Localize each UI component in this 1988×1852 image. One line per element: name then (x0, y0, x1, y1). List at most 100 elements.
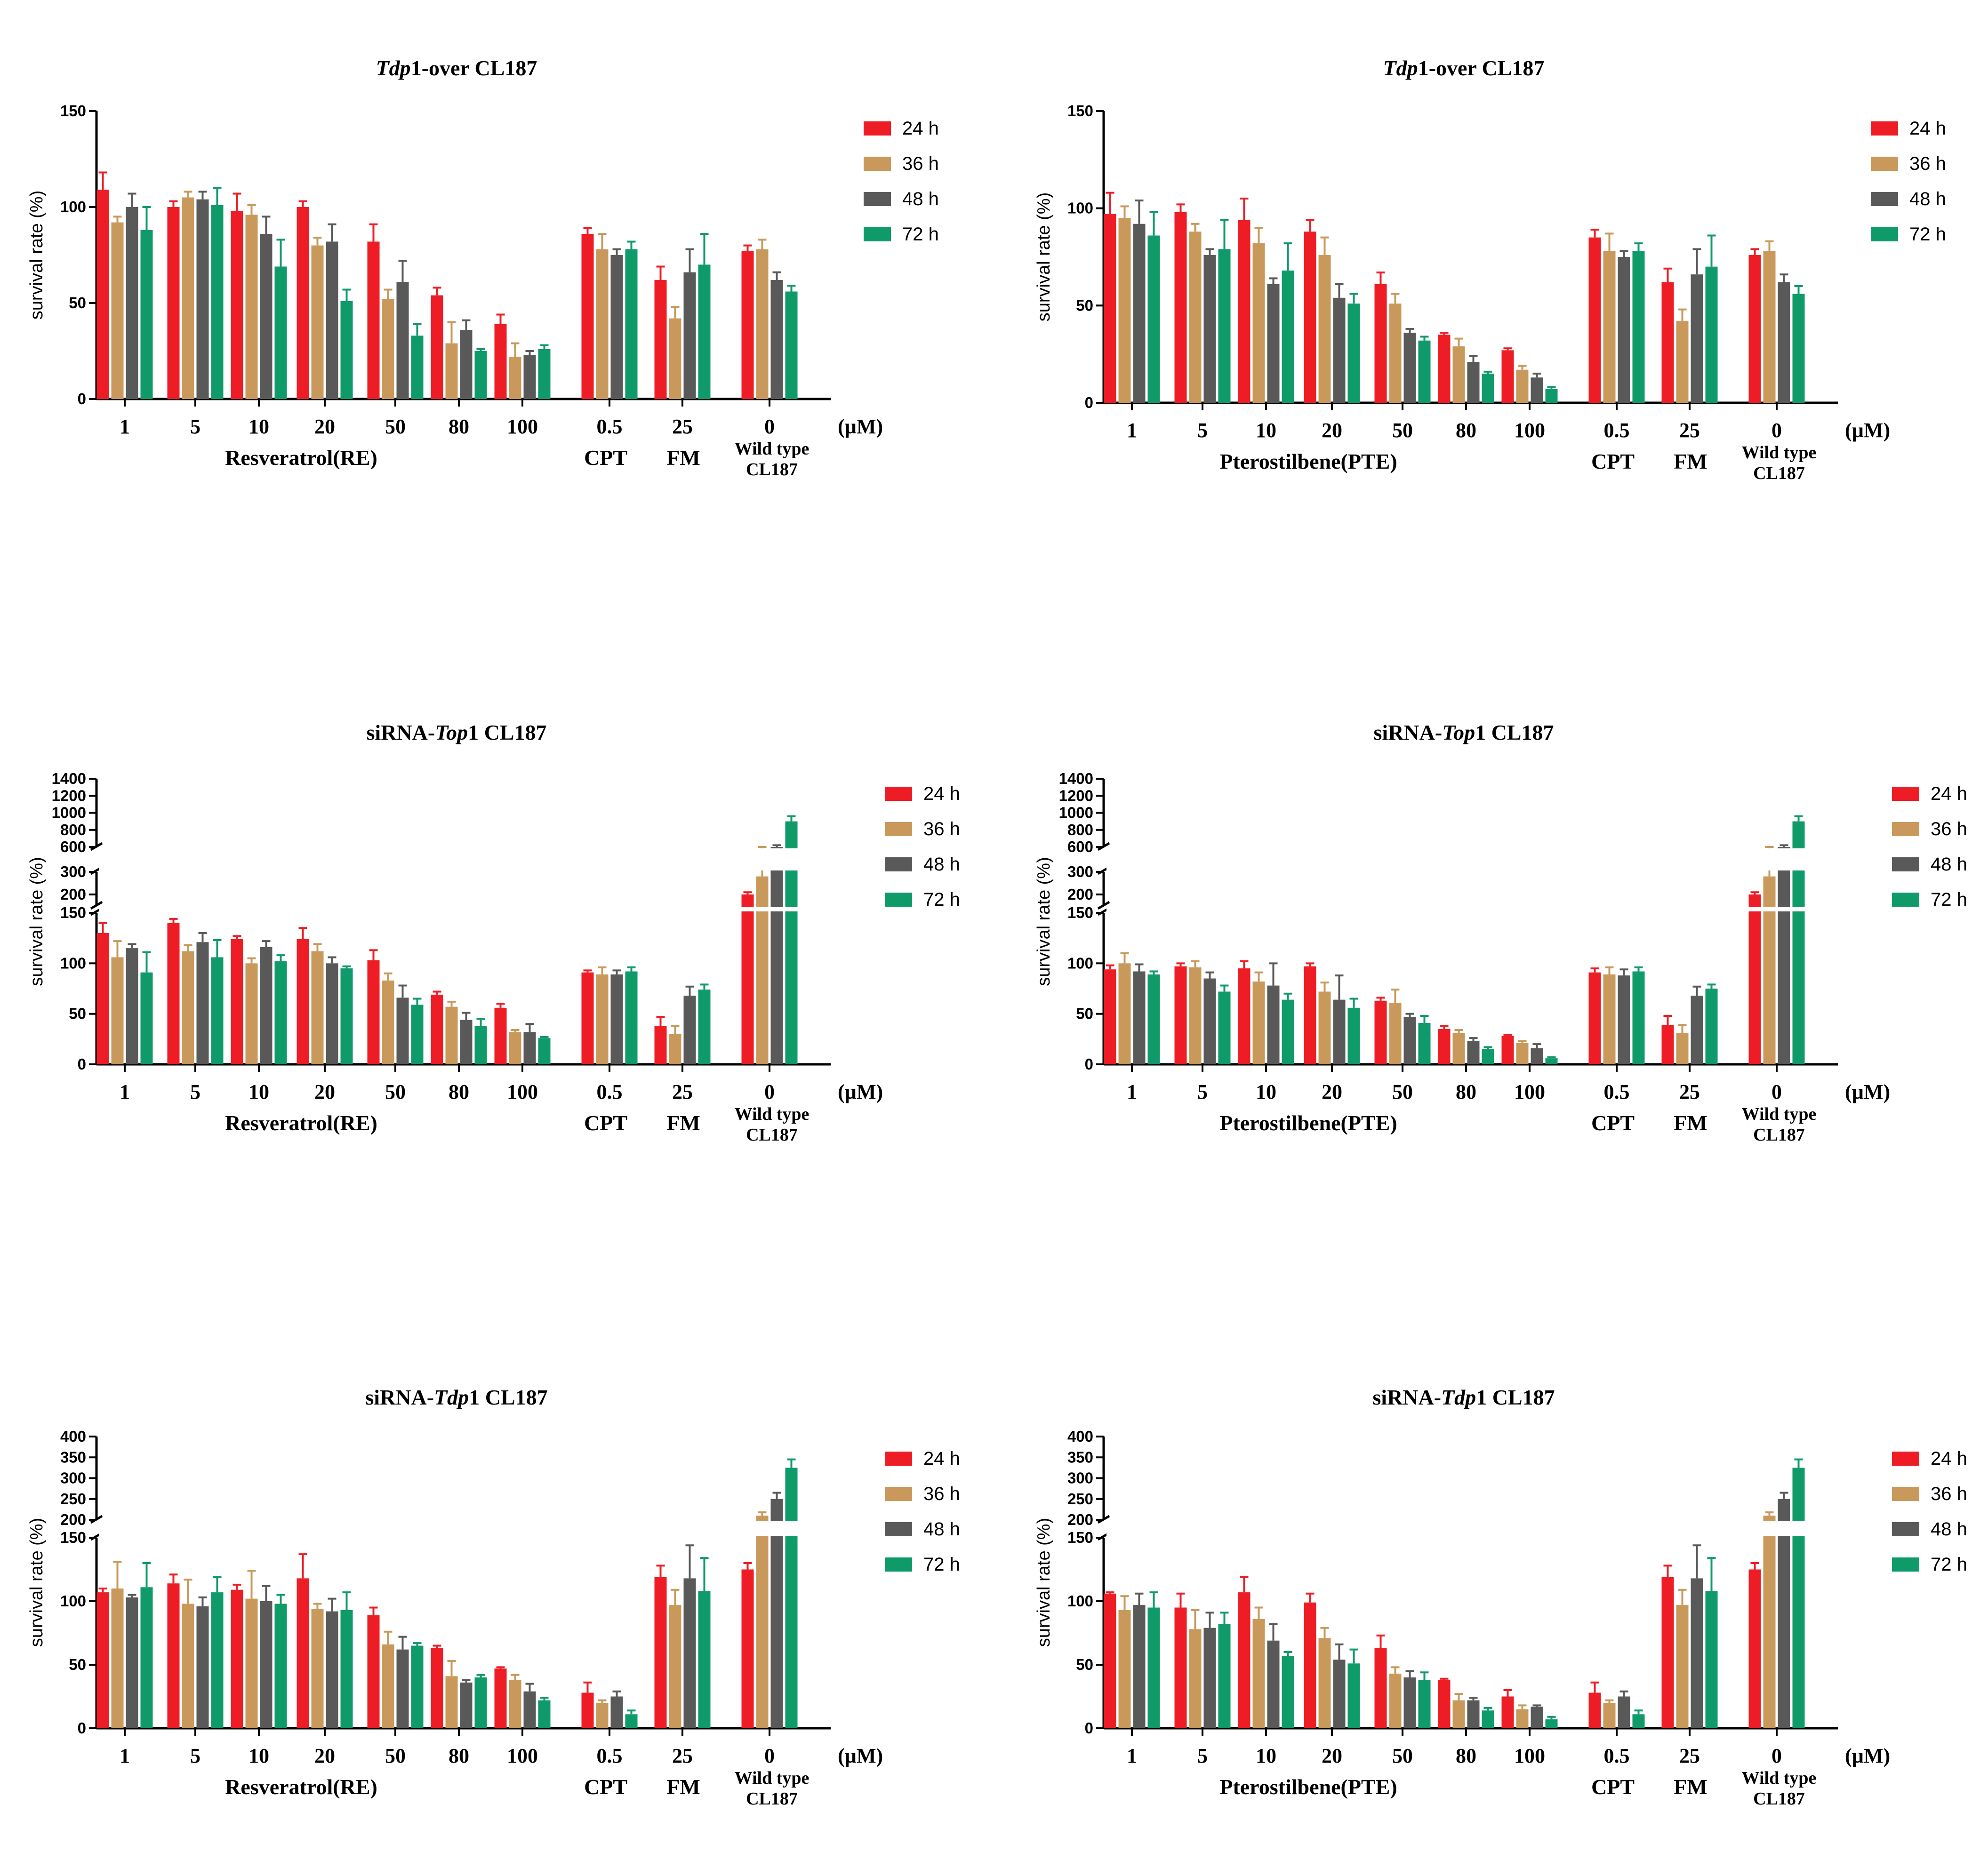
x-group-label: CL187 (1753, 1125, 1805, 1145)
x-tick-label: 10 (248, 1744, 269, 1767)
bar-48h-25 (1691, 1578, 1703, 1728)
x-tick-label: 1 (1127, 1080, 1137, 1103)
bar-24h-50 (1374, 1000, 1387, 1064)
x-tick-label: 25 (1679, 1744, 1700, 1767)
x-tick-label: 0 (1772, 1744, 1782, 1767)
bar-48h-1 (1133, 1605, 1146, 1728)
bar-24h-25 (1661, 1577, 1674, 1728)
legend-swatch (864, 227, 891, 241)
y-tick-label: 100 (60, 954, 86, 972)
bar-72h-5 (211, 205, 224, 399)
bar-36h-80 (445, 343, 458, 399)
legend-swatch (864, 121, 891, 136)
bar-72h-10 (274, 1604, 287, 1728)
bar-24h-0 (741, 1569, 754, 1728)
x-tick-label: 20 (1322, 1744, 1342, 1767)
bar-72h-1 (140, 972, 153, 1064)
bar-72h-80 (1482, 1049, 1494, 1064)
y-tick-label: 50 (69, 1005, 86, 1022)
bar-36h-20 (1318, 991, 1331, 1064)
legend-label: 72 h (923, 1554, 960, 1575)
bar-36h-0.5 (596, 1703, 609, 1728)
legend-swatch (1871, 227, 1898, 241)
bar-48h-10 (1267, 985, 1280, 1064)
x-group-label: Pterostilbene(PTE) (1219, 1111, 1397, 1135)
bar-24h-0.5 (581, 234, 594, 399)
bar-24h-50 (1374, 284, 1387, 403)
y-tick-label: 100 (1067, 200, 1093, 217)
bar-24h-0.5 (581, 1692, 594, 1728)
x-tick-label: 0.5 (1604, 419, 1630, 442)
y-tick-label: 300 (1067, 1469, 1093, 1487)
chart-title: Tdp1-over CL187 (376, 56, 537, 80)
bar-48h-25 (1691, 996, 1703, 1064)
bar-36h-50 (382, 1644, 394, 1728)
bar-72h-10 (274, 266, 287, 399)
bar-36h-50 (382, 299, 394, 399)
bar-72h-20 (1347, 303, 1360, 403)
x-tick-label: 80 (449, 1080, 469, 1103)
chart-title-rest: 1-over CL187 (411, 56, 537, 80)
legend-label: 72 h (1931, 1554, 1967, 1575)
bar-48h-100 (523, 355, 536, 399)
legend-label: 36 h (923, 819, 960, 839)
chart-title-prefix: siRNA- (367, 720, 435, 744)
bar-48h-0.5 (1618, 975, 1630, 1064)
bar-36h-10 (245, 215, 258, 399)
bar-48h-5 (196, 1606, 209, 1728)
bar-36h-20 (1318, 255, 1331, 403)
bar-36h-10 (245, 1598, 258, 1728)
x-tick-label: 80 (1456, 419, 1476, 442)
chart-title-prefix: siRNA- (1372, 1385, 1441, 1409)
x-group-label: CL187 (1753, 463, 1805, 483)
x-group-label: Wild type (735, 439, 810, 459)
y-tick-label: 150 (1067, 1529, 1093, 1546)
y-tick-label: 150 (1067, 102, 1093, 120)
legend-label: 36 h (1931, 1484, 1967, 1504)
bar-36h-100 (509, 1032, 521, 1064)
x-tick-label: 20 (314, 1080, 335, 1103)
bar-48h-25 (683, 272, 696, 399)
bar-24h-25 (654, 1577, 667, 1728)
bar-24h-10 (231, 1589, 243, 1728)
bar-36h-0.5 (1603, 974, 1616, 1064)
x-tick-label: 5 (190, 1744, 200, 1767)
bar-72h-100 (1545, 1719, 1558, 1728)
bar-24h-10 (1238, 220, 1251, 403)
bar-24h-0.5 (581, 972, 594, 1064)
bar-72h-0.5 (1632, 1714, 1645, 1728)
bar-72h-1 (140, 230, 153, 399)
bar-36h-0 (756, 1516, 769, 1728)
legend-swatch (1892, 1522, 1919, 1536)
chart-title-rest: 1-over CL187 (1418, 56, 1545, 80)
x-tick-label: 50 (1392, 1744, 1413, 1767)
bar-48h-0 (1778, 847, 1790, 1064)
y-tick-label: 100 (1067, 954, 1093, 972)
bar-24h-50 (367, 241, 380, 399)
axis-break-mark (90, 901, 103, 910)
bar-24h-1 (1104, 969, 1116, 1064)
legend-swatch (1892, 822, 1919, 836)
bar-48h-80 (1467, 362, 1480, 403)
bar-48h-5 (1203, 1628, 1216, 1728)
x-tick-label: 50 (385, 415, 406, 438)
bar-24h-20 (1304, 232, 1316, 403)
bar-24h-25 (1661, 282, 1674, 403)
legend-swatch (885, 822, 912, 836)
bar-24h-25 (654, 1026, 667, 1064)
bar-36h-5 (182, 197, 194, 399)
x-group-label: Wild type (1742, 1104, 1817, 1124)
bar-48h-80 (1467, 1041, 1480, 1064)
bar-72h-25 (698, 1591, 711, 1728)
bar-24h-25 (654, 280, 667, 399)
bar-36h-25 (669, 1034, 681, 1064)
x-group-label: Wild type (735, 1104, 810, 1124)
bar-72h-0.5 (625, 1714, 638, 1728)
bar-72h-50 (1418, 1680, 1431, 1728)
x-group-label: FM (1674, 1775, 1707, 1799)
bar-72h-100 (1545, 1058, 1558, 1064)
bar-48h-10 (260, 234, 273, 399)
y-tick-label: 1000 (52, 804, 86, 822)
